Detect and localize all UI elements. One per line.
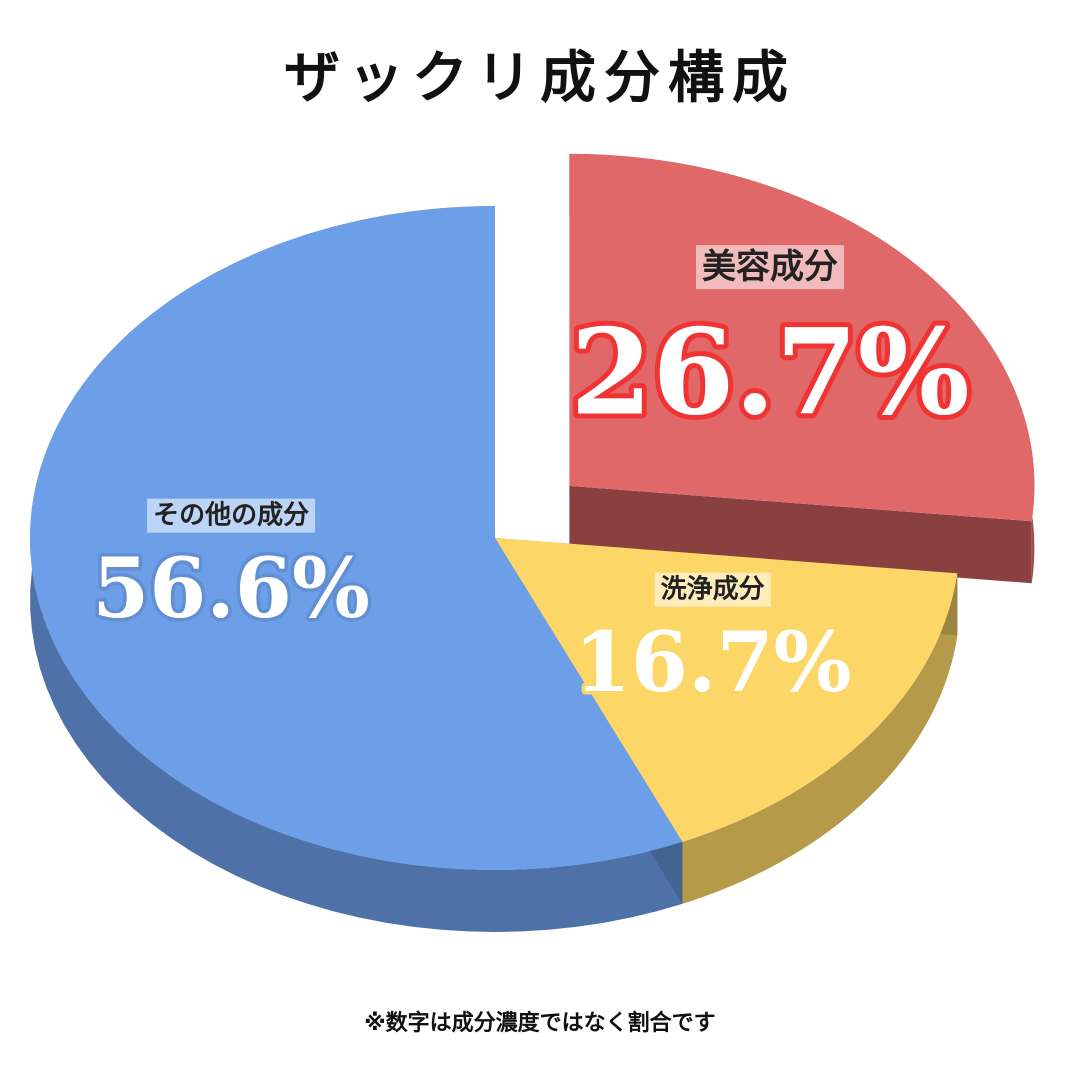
slice: [495, 538, 958, 842]
category-label: 美容成分: [702, 247, 838, 287]
category-label: その他の成分: [153, 501, 309, 531]
slice-side: [30, 206, 683, 932]
category-label-bg: [695, 245, 844, 290]
chart-title: ザックリ成分構成: [284, 46, 796, 111]
slice-side: [682, 573, 958, 904]
slice: [569, 153, 1035, 522]
slice: [29, 206, 683, 871]
value-label: 56.6%: [92, 541, 370, 637]
labels: 美容成分 26.7% 洗浄成分 16.7% その他の成分 56.6%: [89, 245, 975, 715]
slice-edge: [569, 485, 1032, 584]
category-label-bg: [147, 498, 316, 533]
value-label: 16.7%: [574, 615, 852, 711]
category-label-bg: [654, 572, 771, 607]
value-label: 26.7%: [570, 303, 970, 442]
category-label: 洗浄成分: [661, 575, 765, 605]
footnote: ※数字は成分濃度ではなく割合です: [364, 1010, 715, 1036]
